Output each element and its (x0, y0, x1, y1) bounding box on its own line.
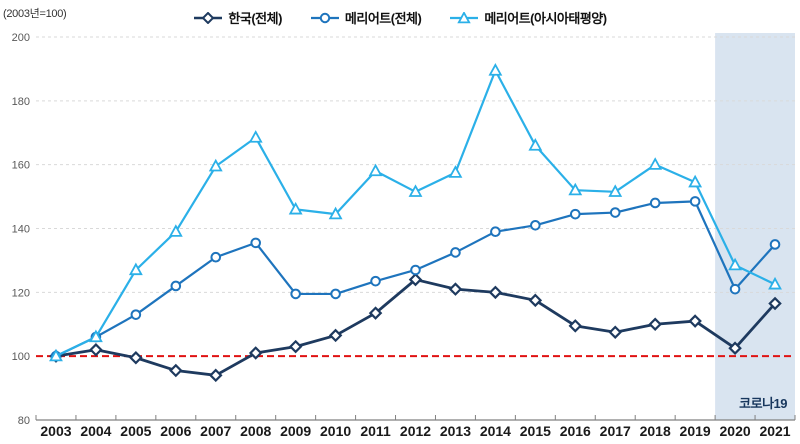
data-point (450, 247, 461, 258)
x-tick-label: 2010 (320, 423, 351, 439)
y-tick-label: 80 (18, 415, 30, 427)
data-point (568, 182, 583, 196)
data-point (170, 280, 182, 292)
data-point (490, 226, 501, 237)
y-tick-label: 120 (12, 287, 30, 299)
covid-shade-region (715, 33, 795, 420)
data-point (649, 197, 661, 209)
data-point (648, 317, 662, 332)
series-line-2 (54, 69, 777, 358)
x-tick-label: 2017 (600, 423, 631, 439)
y-tick-label: 160 (12, 160, 30, 172)
data-point (608, 184, 623, 197)
x-tick-label: 2019 (680, 423, 711, 439)
data-point (330, 288, 341, 300)
data-point (328, 206, 343, 220)
x-tick-label: 2005 (120, 423, 151, 439)
y-tick-label: 180 (12, 96, 30, 108)
data-point (448, 282, 463, 296)
data-point (129, 351, 143, 365)
x-tick-label: 2008 (240, 423, 271, 439)
x-tick-label: 2016 (560, 423, 591, 439)
data-point (728, 257, 743, 271)
data-point (248, 346, 263, 360)
x-tick-label: 2020 (720, 423, 751, 439)
data-point (488, 285, 503, 300)
data-point (250, 237, 262, 249)
data-point (328, 328, 343, 343)
data-point (728, 341, 742, 355)
x-tick-label: 2004 (80, 423, 111, 439)
data-point (168, 224, 183, 237)
y-tick-label: 200 (12, 32, 30, 44)
data-point (688, 174, 703, 188)
data-point (448, 165, 463, 178)
data-point (528, 138, 543, 151)
covid19-region-label: 코로나19 (739, 396, 787, 411)
data-point (130, 309, 142, 320)
data-point (248, 130, 263, 143)
data-point (769, 239, 781, 250)
x-tick-label: 2013 (440, 423, 471, 439)
data-point (88, 329, 103, 343)
data-point (288, 339, 303, 354)
x-tick-label: 2011 (360, 423, 391, 439)
data-point (569, 208, 581, 220)
data-point (368, 306, 383, 320)
data-point (290, 288, 301, 300)
data-point (169, 363, 183, 378)
x-tick-label: 2007 (200, 423, 231, 439)
data-point (648, 157, 663, 170)
index-base-label: (2003년=100) (3, 8, 67, 20)
data-point (408, 184, 423, 197)
data-point (368, 163, 383, 177)
x-tick-label: 2003 (40, 423, 71, 439)
y-tick-label: 100 (12, 351, 30, 363)
x-tick-label: 2018 (640, 423, 671, 439)
data-point (210, 251, 222, 263)
data-point (609, 207, 621, 218)
data-point (528, 293, 543, 308)
data-point (288, 201, 303, 215)
y-tick-label: 140 (12, 224, 30, 236)
data-point (370, 275, 381, 287)
data-point (89, 343, 103, 357)
data-point (688, 314, 702, 328)
data-point (729, 283, 741, 295)
x-tick-label: 2012 (400, 423, 431, 439)
data-point (209, 368, 223, 383)
data-point (608, 325, 622, 339)
data-point (488, 63, 503, 76)
data-point (128, 262, 143, 276)
data-point (49, 348, 63, 362)
data-point (208, 158, 223, 172)
data-point (689, 196, 701, 207)
x-tick-label: 2021 (759, 423, 790, 439)
data-point (568, 319, 583, 333)
x-tick-label: 2015 (520, 423, 551, 439)
x-tick-label: 2009 (280, 423, 311, 439)
data-point (768, 276, 782, 290)
data-point (408, 272, 423, 287)
data-point (410, 264, 421, 276)
data-point (768, 296, 782, 311)
x-tick-label: 2014 (480, 423, 511, 439)
x-tick-label: 2006 (160, 423, 191, 439)
data-point (530, 220, 541, 231)
